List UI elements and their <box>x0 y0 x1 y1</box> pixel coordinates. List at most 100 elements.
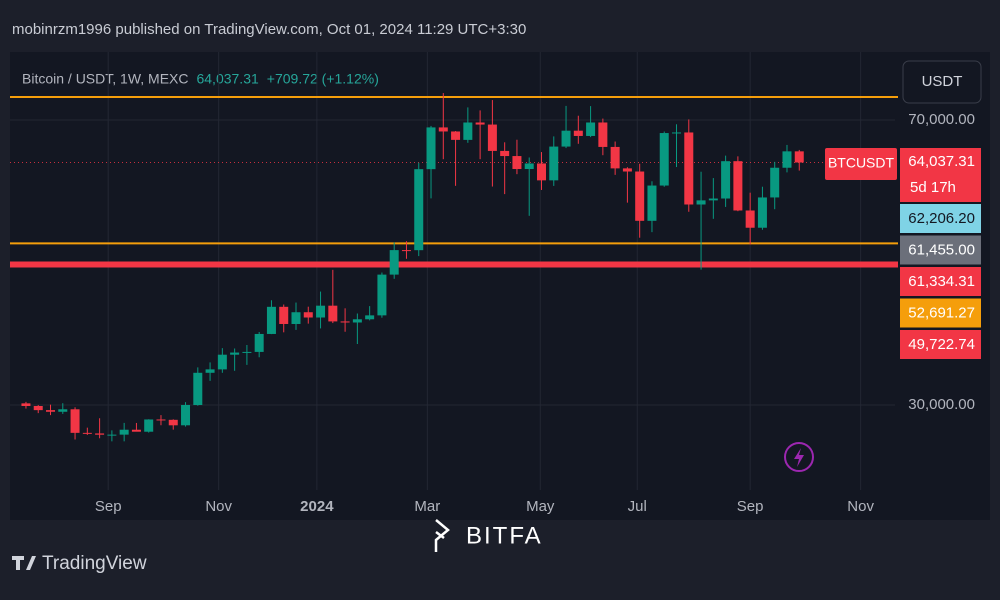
candle-body <box>659 133 669 186</box>
candle-body <box>266 306 276 334</box>
scale-label: 62,206.20 <box>908 210 975 227</box>
candle-body <box>340 321 350 323</box>
candle-body <box>512 156 522 170</box>
candle-body <box>757 197 767 228</box>
candle-body <box>303 312 313 318</box>
candle-body <box>316 305 326 318</box>
candle-body <box>389 250 399 275</box>
watermark: BITFA <box>434 519 543 552</box>
candle-body <box>95 433 105 435</box>
candle-body <box>684 132 694 205</box>
candle-body <box>205 369 215 373</box>
candle-body <box>230 352 240 355</box>
candle-body <box>721 161 731 199</box>
candle-body <box>672 132 682 134</box>
candle-body <box>254 333 264 352</box>
candle-body <box>193 372 203 405</box>
candle-body <box>794 151 804 163</box>
candle-body <box>401 250 411 252</box>
scale-label: 49,722.74 <box>908 336 975 353</box>
candle-body <box>635 171 645 221</box>
watermark-icon <box>434 519 450 552</box>
currency-button[interactable] <box>902 60 982 104</box>
x-tick-label: Sep <box>737 498 764 515</box>
plot <box>10 52 898 490</box>
candle-body <box>733 161 743 211</box>
countdown-label: 5d 17h <box>910 179 956 196</box>
candle-body <box>156 419 166 421</box>
scale-label: 52,691.27 <box>908 304 975 321</box>
watermark-text: BITFA <box>466 522 543 549</box>
candle-body <box>217 354 227 370</box>
candle-body <box>782 151 792 168</box>
candle-body <box>168 419 178 426</box>
icon-bolt <box>794 448 804 467</box>
candle-body <box>500 150 510 157</box>
candle-body <box>598 122 608 147</box>
candle-body <box>377 274 387 316</box>
candle-body <box>524 163 534 170</box>
candle-body <box>475 122 485 125</box>
candle-body <box>536 163 546 181</box>
scale-label: 61,455.00 <box>908 241 975 258</box>
x-tick-label: Mar <box>414 498 440 515</box>
scale-label: 61,334.31 <box>908 273 975 290</box>
candle-body <box>770 167 780 198</box>
candle-body <box>463 122 473 140</box>
candle-body <box>279 306 289 324</box>
candle-body <box>414 169 424 251</box>
candle-body <box>745 210 755 228</box>
candle-body <box>46 410 56 412</box>
candle-body <box>365 315 375 320</box>
logo-mark <box>12 556 36 570</box>
candle-body <box>622 168 632 172</box>
candle-body <box>352 319 362 323</box>
candle-body <box>610 146 620 169</box>
candle-body <box>70 409 80 433</box>
icon-ring <box>784 442 814 472</box>
candle-body <box>181 404 191 426</box>
candle-body <box>573 130 583 136</box>
candle-body <box>21 403 31 406</box>
candle-body <box>549 146 559 181</box>
symbol-title: Bitcoin / USDT, 1W, MEXC <box>22 71 188 87</box>
tradingview-logo: TradingView <box>12 553 147 574</box>
legend-change: +709.72 (+1.12%) <box>267 71 379 87</box>
scale-label-box <box>900 235 981 265</box>
candle-body <box>586 122 596 136</box>
lightning-icon[interactable] <box>784 442 814 472</box>
candle-body <box>242 351 252 353</box>
x-tick-label: Jul <box>628 498 647 515</box>
candle-body <box>647 185 657 221</box>
candle-body <box>438 127 448 132</box>
chart-pane <box>10 52 990 520</box>
legend-price: 64,037.31 <box>196 71 258 87</box>
symbol-label: BTCUSDT <box>828 155 895 171</box>
candle-body <box>696 200 706 205</box>
symbol-box <box>825 148 897 180</box>
currency-label[interactable]: USDT <box>922 73 963 90</box>
candle-body <box>33 405 43 411</box>
candle-body <box>487 124 497 151</box>
x-tick-label: 2024 <box>300 498 334 515</box>
candle-body <box>328 305 338 322</box>
candle-body <box>561 130 571 147</box>
candle-body <box>82 432 92 434</box>
candle-body <box>107 434 117 436</box>
publish-note: mobinrzm1996 published on TradingView.co… <box>12 21 526 38</box>
scale-label-box <box>900 267 981 296</box>
y-tick-label: 70,000.00 <box>908 111 975 128</box>
x-tick-label: May <box>526 498 555 515</box>
last-price-box <box>900 148 981 202</box>
scale-label-box <box>900 330 981 359</box>
x-tick-label: Nov <box>205 498 232 515</box>
candle-body <box>119 429 129 435</box>
candle-body <box>131 429 141 432</box>
candle-body <box>451 131 461 140</box>
x-tick-label: Nov <box>847 498 874 515</box>
last-price-label: 64,037.31 <box>908 153 975 170</box>
candle-body <box>58 409 68 412</box>
scale-label-box <box>900 204 981 233</box>
